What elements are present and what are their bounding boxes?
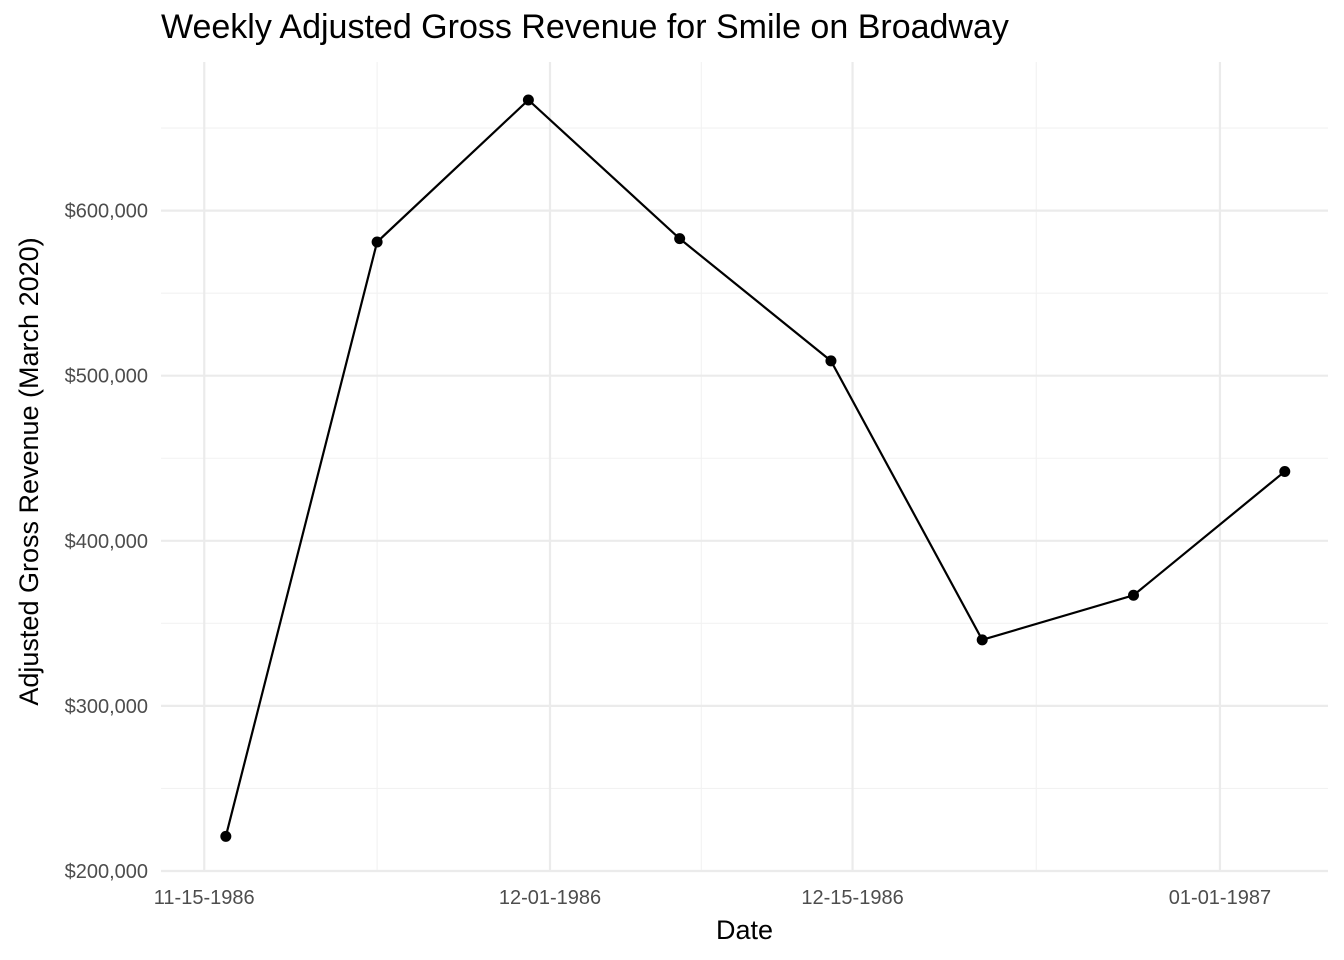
x-tick-label: 12-01-1986 [499,887,601,909]
data-point [976,634,988,646]
data-point [220,830,232,842]
x-tick-label: 12-15-1986 [801,887,903,909]
x-axis-title: Date [716,915,773,945]
minor-gridlines [161,62,1328,871]
x-tick-label: 01-01-1987 [1169,887,1271,909]
y-tick-label: $500,000 [65,366,148,388]
y-axis-tick-labels: $200,000 $300,000 $400,000 $500,000 $600,000 [65,201,148,883]
data-point [371,236,383,248]
y-tick-label: $600,000 [65,201,148,223]
y-tick-label: $400,000 [65,531,148,553]
data-point [825,355,837,367]
major-gridlines [161,62,1328,873]
x-axis-tick-labels: 11-15-1986 12-01-1986 12-15-1986 01-01-1987 [154,887,1271,909]
data-point [1279,465,1291,477]
y-tick-label: $300,000 [65,696,148,718]
revenue-line [224,98,1286,837]
data-series [220,94,1291,842]
y-axis-title: Adjusted Gross Revenue (March 2020) [14,237,44,705]
data-point [1128,589,1139,601]
chart-title: Weekly Adjusted Gross Revenue for Smile … [161,8,1009,46]
data-point [522,94,534,106]
data-point [674,233,686,245]
y-tick-label: $200,000 [65,861,148,883]
x-tick-label: 11-15-1986 [154,887,255,909]
